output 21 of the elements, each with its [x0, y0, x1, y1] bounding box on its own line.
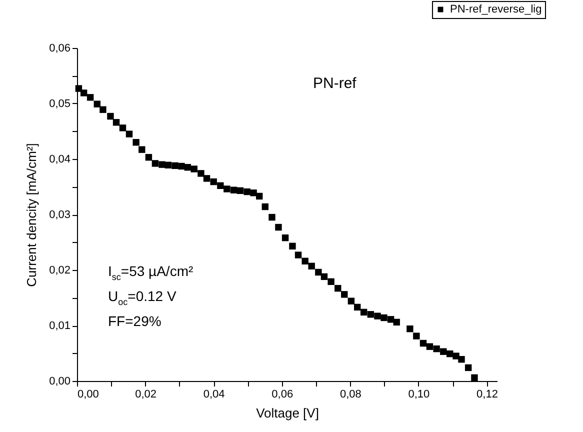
annotation: FF=29% [108, 313, 162, 329]
x-tick-label: 0,02 [135, 388, 157, 400]
y-tick-label: 0,03 [49, 209, 70, 221]
x-tick-label: 0,12 [476, 388, 498, 400]
x-tick-label: 0,00 [78, 388, 99, 400]
legend-label: PN-ref_reverse_lig [450, 4, 542, 16]
x-axis-title: Voltage [V] [256, 406, 319, 420]
x-tick-label: 0,08 [340, 388, 362, 400]
annotation: PN-ref [313, 75, 356, 92]
annotation: I$_{sc}$=53 µA/cm² [108, 263, 194, 282]
y-tick-label: 0,04 [49, 154, 70, 166]
y-tick-label: 0,06 [49, 42, 70, 54]
y-tick-label: 0,00 [49, 376, 70, 388]
x-tick-label: 0,10 [408, 388, 430, 400]
annotation: U$_{oc}$=0.12 V [108, 288, 176, 307]
x-tick-label: 0,06 [272, 388, 294, 400]
y-tick-label: 0,02 [49, 264, 70, 276]
y-tick-label: 0,01 [49, 320, 70, 332]
y-tick-label: 0,05 [49, 98, 70, 110]
y-axis-title: Current dencity [mA/cm²] [24, 143, 40, 287]
x-tick-label: 0,04 [203, 388, 225, 400]
